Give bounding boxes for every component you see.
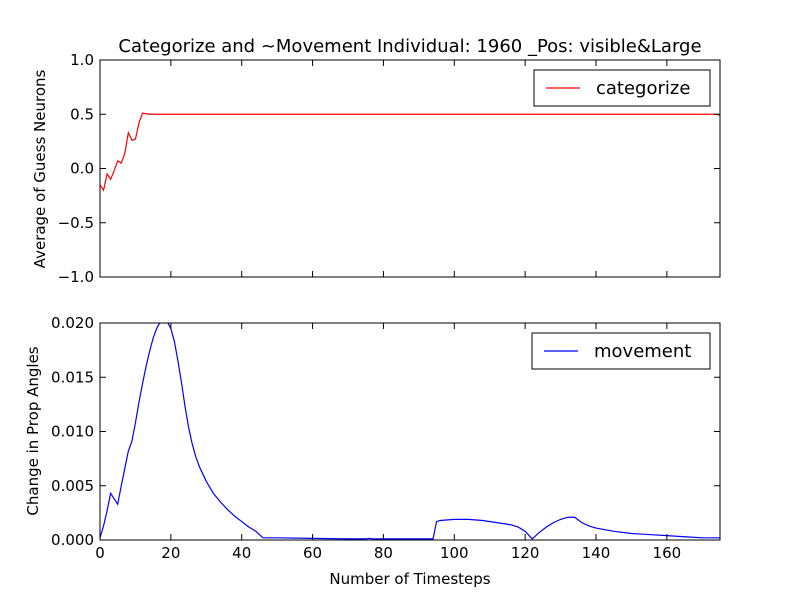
bottom-x-tick-label: 120 [511, 544, 540, 562]
bottom-panel: Change in Prop Angles Number of Timestep… [24, 314, 721, 588]
top-legend-label: categorize [596, 78, 690, 99]
top-panel: Categorize and ~Movement Individual: 196… [31, 36, 721, 286]
top-y-tick-label: −1.0 [58, 268, 94, 286]
series-line-categorize [100, 112, 720, 192]
x-axis-label: Number of Timesteps [329, 570, 490, 588]
bottom-y-tick-label: 0.000 [51, 531, 94, 549]
series-line-movement [100, 323, 720, 540]
bottom-x-tick-label: 0 [95, 544, 105, 562]
bottom-x-tick-label: 100 [440, 544, 469, 562]
bottom-y-tick-label: 0.015 [51, 368, 94, 386]
top-legend: categorize [533, 69, 711, 107]
top-y-tick-label: −0.5 [58, 214, 94, 232]
bottom-x-tick-label: 160 [653, 544, 682, 562]
bottom-y-tick-label: 0.005 [51, 477, 94, 495]
bottom-legend-label: movement [594, 341, 691, 362]
chart-title: Categorize and ~Movement Individual: 196… [118, 36, 701, 57]
top-y-tick-label: 1.0 [70, 51, 94, 69]
bottom-y-tick-label: 0.020 [51, 314, 94, 332]
bottom-x-tick-label: 80 [374, 544, 393, 562]
bottom-legend: movement [531, 332, 711, 370]
bottom-x-tick-label: 20 [161, 544, 180, 562]
top-y-tick-label: 0.0 [70, 160, 94, 178]
bottom-y-tick-label: 0.010 [51, 423, 94, 441]
bottom-x-tick-label: 40 [232, 544, 251, 562]
bottom-x-tick-label: 60 [303, 544, 322, 562]
bottom-y-axis-label: Change in Prop Angles [24, 346, 42, 515]
top-y-tick-label: 0.5 [70, 105, 94, 123]
bottom-x-tick-label: 140 [582, 544, 611, 562]
top-y-axis-label: Average of Guess Neurons [31, 69, 49, 268]
